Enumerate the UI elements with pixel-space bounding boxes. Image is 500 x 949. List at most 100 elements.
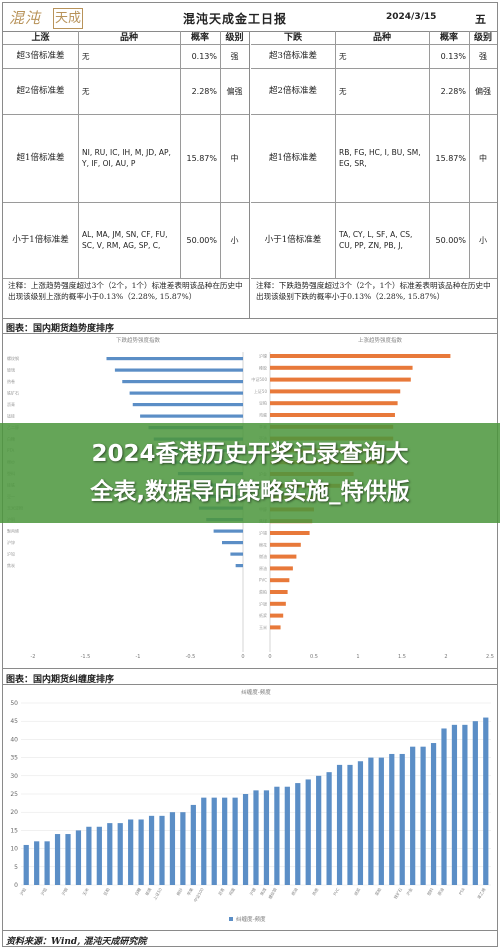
- row-level: 超2倍标准差: [16, 85, 65, 96]
- row-prob: 0.13%: [191, 51, 217, 61]
- row-grade: 中: [479, 153, 487, 163]
- up-note: 注释：上涨趋势强度超过3个（2个，1个）标准差表明该品种在历史中出现该级别上涨的…: [8, 281, 243, 301]
- down-bar-label: 聚丙烯: [7, 528, 19, 534]
- report-weekday: 五: [475, 13, 486, 26]
- x-tick-label: 纸浆: [352, 887, 361, 897]
- up-bar-label: 燃油: [259, 553, 267, 559]
- up-bar-label: 原油: [259, 565, 267, 571]
- x-tick-label: 沪铜: [60, 887, 69, 897]
- entangle-bar: [336, 764, 343, 885]
- col-head-down: 下跌: [283, 33, 302, 43]
- up-tick-label: 2: [444, 654, 447, 660]
- x-tick-label: 沪金: [404, 887, 413, 897]
- y-tick-label: 25: [10, 791, 18, 798]
- row-level: 超3倍标准差: [269, 50, 317, 61]
- up-bar-label: 沪锡: [259, 530, 267, 536]
- col-head-var: 品种: [119, 33, 138, 43]
- up-bar: [270, 377, 411, 382]
- y-tick-label: 30: [10, 773, 18, 780]
- row-grade: 偏强: [226, 86, 243, 96]
- entangle-bar: [253, 790, 259, 885]
- col-line: [220, 31, 221, 278]
- entangle-bar: [263, 790, 270, 885]
- divider: [3, 668, 497, 669]
- row-line: [251, 44, 497, 45]
- row-line: [3, 202, 249, 203]
- col-line: [469, 31, 470, 278]
- up-trend-table: 上涨 品种 概率 级别 超3倍标准差 无 0.13% 强 超2倍标准差 无 2.…: [3, 31, 249, 289]
- down-bar-label: 热卷: [7, 378, 15, 384]
- row-prob: 15.87%: [186, 153, 217, 163]
- up-bar-label: 豆粕: [259, 400, 267, 406]
- x-tick-label: 原油: [436, 887, 445, 897]
- entangle-bar: [305, 779, 311, 885]
- row-line: [3, 114, 249, 115]
- y-tick-label: 40: [10, 736, 18, 743]
- entangle-bar: [441, 728, 447, 885]
- down-bar-label: 沥青: [7, 401, 15, 407]
- down-tick-label: -1: [136, 654, 141, 660]
- up-bar: [270, 365, 413, 370]
- entangle-bar: [232, 797, 238, 885]
- row-vars: 无: [339, 51, 347, 61]
- up-bar: [270, 413, 395, 417]
- row-vars: AL, MA, JM, SN, CF, FU, SC, V, RM, AG, S…: [82, 230, 168, 250]
- up-bar-label: 菜粕: [259, 589, 267, 595]
- down-bar: [106, 357, 243, 361]
- row-grade: 偏强: [475, 86, 491, 96]
- up-bar-label: 橡胶: [259, 364, 267, 370]
- x-tick-label: 上证50: [151, 886, 163, 901]
- up-tick-label: 2.5: [486, 654, 494, 660]
- entangle-bar: [462, 724, 468, 885]
- up-bar-label: 鸡蛋: [259, 412, 267, 418]
- row-prob: 50.00%: [186, 235, 217, 245]
- col-head-grade: 级别: [473, 33, 492, 43]
- row-vars: NI, RU, IC, IH, M, JD, AP, Y, IF, OI, AU…: [82, 148, 171, 168]
- up-tick-label: 1: [356, 654, 359, 660]
- up-bar-label: 中证500: [251, 376, 267, 382]
- row-vars: TA, CY, L, SF, A, CS, CU, PP, ZN, PB, J,: [339, 230, 413, 250]
- up-bar-label: 玉米: [259, 624, 267, 630]
- x-tick-label: 菜粕: [373, 887, 382, 897]
- entangle-bar: [86, 826, 92, 885]
- entangle-bar: [326, 772, 332, 885]
- down-trend-table: 下跌 品种 概率 级别 超3倍标准差 无 0.13% 强 超2倍标准差 无 2.…: [251, 31, 497, 289]
- row-grade: 小: [479, 235, 487, 245]
- entangle-bar: [451, 724, 458, 885]
- down-bar-label: 沪铅: [7, 551, 15, 557]
- x-tick-label: 玉米: [81, 887, 90, 897]
- up-bar: [270, 389, 401, 394]
- up-bar-label: PVC: [259, 578, 267, 583]
- entangle-bar: [190, 804, 196, 885]
- trend-section-title: 图表：国内期货趋势度排序: [6, 324, 115, 334]
- entangle-bar: [420, 746, 426, 885]
- down-bar: [213, 529, 243, 533]
- entangle-bar: [148, 815, 155, 885]
- down-bar-label: 焦炭: [7, 562, 15, 568]
- entangle-bar: [410, 746, 416, 885]
- row-line: [251, 114, 497, 115]
- row-prob: 0.13%: [440, 51, 466, 61]
- y-tick-label: 15: [10, 827, 18, 834]
- down-tick-label: -2: [31, 654, 36, 660]
- up-tick-label: 1.5: [398, 654, 406, 660]
- up-bar: [270, 554, 297, 559]
- up-bar: [270, 354, 451, 358]
- row-prob: 2.28%: [440, 86, 466, 96]
- row-grade: 强: [479, 51, 487, 61]
- entangle-bar: [107, 823, 113, 885]
- entangle-bar: [201, 797, 207, 885]
- entangle-bar: [242, 794, 249, 885]
- entangle-chart-title: 纠缠度-频度: [241, 688, 271, 696]
- x-tick-label: 豆粕: [101, 887, 110, 897]
- entangle-bar: [169, 812, 176, 885]
- logo-box: 天成: [53, 8, 83, 29]
- up-bar: [270, 566, 293, 571]
- row-vars: 无: [82, 86, 90, 96]
- up-chart-title: 上涨趋势强度指数: [358, 336, 403, 344]
- entangle-bar: [389, 753, 395, 885]
- entangle-bar: [284, 786, 290, 885]
- divider: [3, 333, 497, 334]
- up-tick-label: 0: [268, 654, 271, 660]
- x-tick-label: 玻璃: [143, 887, 152, 897]
